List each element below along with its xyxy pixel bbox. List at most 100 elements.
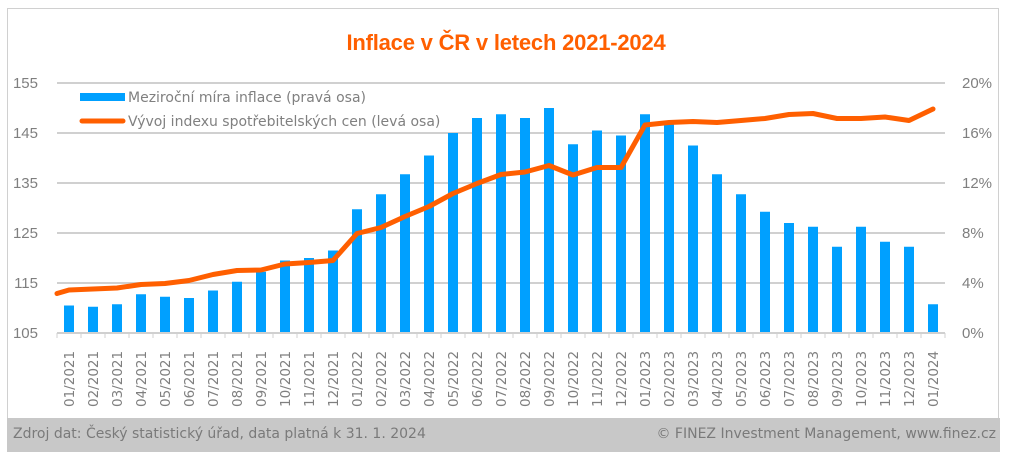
bar bbox=[64, 305, 74, 333]
x-tick-label: 01/2024 bbox=[926, 351, 942, 407]
bar bbox=[640, 114, 650, 333]
bar bbox=[712, 174, 722, 333]
x-tick-label: 03/2022 bbox=[398, 351, 414, 407]
left-axis-tick-label: 135 bbox=[13, 175, 38, 192]
x-axis: 01/2021 02/2021 03/2021 04/2021 05/2021 06/20… bbox=[56, 332, 946, 407]
x-tick-label: 01/2022 bbox=[350, 351, 366, 407]
bar bbox=[280, 260, 290, 333]
bar bbox=[928, 304, 938, 333]
x-tick-label: 12/2022 bbox=[614, 351, 630, 407]
bar bbox=[520, 118, 530, 333]
bar bbox=[448, 133, 458, 333]
x-tick-label: 10/2023 bbox=[854, 351, 870, 407]
right-axis-tick-label: 8% bbox=[962, 225, 984, 242]
left-axis-tick-label: 115 bbox=[14, 275, 38, 292]
x-tick-label: 08/2022 bbox=[518, 351, 534, 407]
x-tick-label: 06/2021 bbox=[182, 351, 198, 407]
bar bbox=[904, 246, 914, 333]
x-tick-label: 09/2021 bbox=[254, 351, 270, 407]
x-tick-label: 01/2023 bbox=[638, 351, 654, 407]
left-axis-tick-label: 105 bbox=[13, 325, 38, 342]
bar bbox=[808, 226, 818, 333]
x-tick-label: 05/2023 bbox=[734, 351, 750, 407]
bar bbox=[880, 241, 890, 333]
right-axis-labels: 0% 4% 8% 12% 16% 20% bbox=[962, 75, 992, 342]
x-tick-label: 01/2021 bbox=[62, 351, 78, 407]
x-tick-label: 11/2023 bbox=[878, 351, 894, 407]
x-tick-label: 04/2022 bbox=[422, 351, 438, 407]
right-axis-tick-label: 20% bbox=[962, 75, 992, 92]
line-series bbox=[54, 106, 936, 296]
bar bbox=[472, 118, 482, 333]
x-tick-label: 05/2021 bbox=[158, 351, 174, 407]
bar bbox=[496, 114, 506, 333]
bar bbox=[352, 209, 362, 333]
legend: Meziroční míra inflace (pravá osa) Vývoj… bbox=[79, 90, 440, 130]
bar bbox=[688, 145, 698, 333]
bar bbox=[544, 108, 554, 333]
legend-label-bar: Meziroční míra inflace (pravá osa) bbox=[128, 90, 366, 106]
x-tick-label: 06/2022 bbox=[470, 351, 486, 407]
bar bbox=[232, 281, 242, 333]
x-tick-label: 11/2022 bbox=[590, 351, 606, 407]
x-tick-label: 09/2022 bbox=[542, 351, 558, 407]
x-tick-label: 03/2021 bbox=[110, 351, 126, 407]
bar bbox=[136, 294, 146, 333]
left-axis-tick-label: 145 bbox=[13, 125, 38, 142]
x-tick-label: 09/2023 bbox=[830, 351, 846, 407]
legend-swatch-bar bbox=[80, 93, 125, 101]
copyright-note: © FINEZ Investment Management, www.finez… bbox=[656, 426, 996, 442]
x-tick-label: 02/2023 bbox=[662, 351, 678, 407]
x-tick-label: 10/2021 bbox=[278, 351, 294, 407]
x-tick-label: 12/2023 bbox=[902, 351, 918, 407]
legend-label-line: Vývoj indexu spotřebitelských cen (levá … bbox=[128, 114, 440, 130]
bar bbox=[112, 304, 122, 333]
bar bbox=[736, 194, 746, 333]
chart-title: Inflace v ČR v letech 2021-2024 bbox=[346, 30, 666, 55]
x-tick-label: 04/2023 bbox=[710, 351, 726, 407]
x-tick-label: 04/2021 bbox=[134, 351, 150, 407]
bar bbox=[616, 135, 626, 333]
x-tick-label: 11/2021 bbox=[302, 351, 318, 407]
bar bbox=[160, 296, 170, 333]
bar bbox=[760, 211, 770, 333]
x-tick-label: 07/2022 bbox=[494, 351, 510, 407]
right-axis-tick-label: 12% bbox=[962, 175, 992, 192]
x-tick-label: 02/2022 bbox=[374, 351, 390, 407]
x-tick-label: 06/2023 bbox=[758, 351, 774, 407]
x-tick-label: 02/2021 bbox=[86, 351, 102, 407]
bar bbox=[400, 174, 410, 333]
bar bbox=[208, 290, 218, 333]
bar bbox=[328, 250, 338, 333]
bar bbox=[568, 144, 578, 333]
x-tick-label: 03/2023 bbox=[686, 351, 702, 407]
bar bbox=[376, 194, 386, 333]
bar bbox=[784, 223, 794, 333]
x-tick-label: 08/2021 bbox=[230, 351, 246, 407]
source-note: Zdroj dat: Český statistický úřad, data … bbox=[13, 426, 426, 442]
x-tick-label: 10/2022 bbox=[566, 351, 582, 407]
bar bbox=[184, 298, 194, 333]
x-tick-label: 05/2022 bbox=[446, 351, 462, 407]
right-axis-tick-label: 0% bbox=[962, 325, 984, 342]
bar bbox=[832, 246, 842, 333]
bar bbox=[88, 306, 98, 333]
right-axis-tick-label: 4% bbox=[962, 275, 984, 292]
bar bbox=[304, 258, 314, 333]
bar-series bbox=[64, 108, 938, 333]
bar bbox=[856, 226, 866, 333]
x-tick-label: 07/2023 bbox=[782, 351, 798, 407]
bar bbox=[256, 271, 266, 333]
left-axis-tick-label: 125 bbox=[13, 225, 38, 242]
x-tick-label: 07/2021 bbox=[206, 351, 222, 407]
right-axis-tick-label: 16% bbox=[962, 125, 992, 142]
bar bbox=[592, 130, 602, 333]
bar bbox=[424, 155, 434, 333]
cpi-line bbox=[54, 106, 936, 296]
x-tick-label: 08/2023 bbox=[806, 351, 822, 407]
x-tick-label: 12/2021 bbox=[326, 351, 342, 407]
footer: Zdroj dat: Český statistický úřad, data … bbox=[7, 418, 1000, 452]
bar bbox=[664, 124, 674, 333]
left-axis-tick-label: 155 bbox=[13, 75, 38, 92]
